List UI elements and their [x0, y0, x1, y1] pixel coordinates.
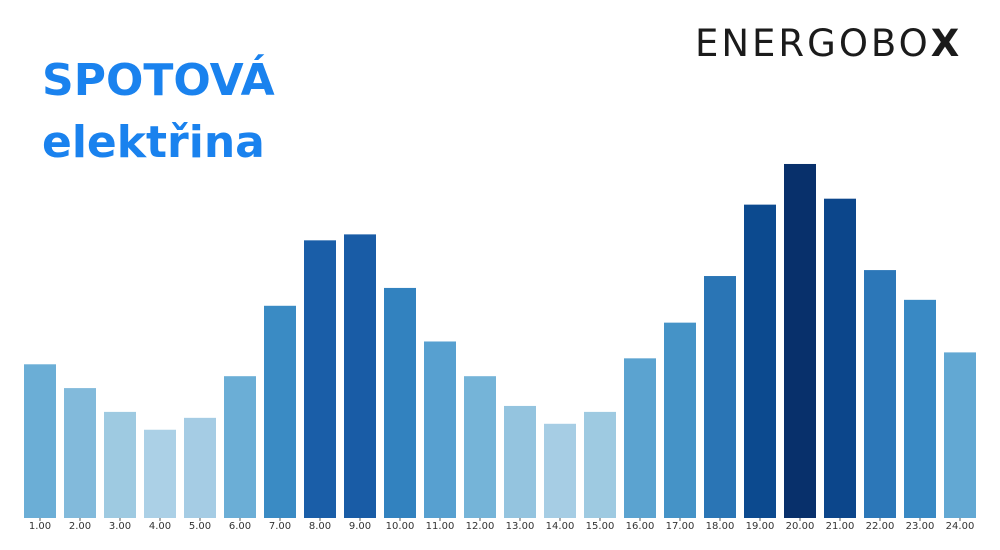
bar-16.00	[624, 358, 656, 518]
x-tick-label-3.00: 3.00	[109, 521, 131, 532]
bar-21.00	[824, 198, 856, 518]
bar-17.00	[664, 322, 696, 518]
x-tick-label-2.00: 2.00	[69, 521, 91, 532]
x-tick-label-18.00: 18.00	[706, 521, 735, 532]
logo-x: X	[930, 22, 963, 65]
bar-22.00	[864, 270, 896, 518]
x-tick-label-6.00: 6.00	[229, 521, 251, 532]
bar-24.00	[944, 352, 976, 518]
x-tick-label-15.00: 15.00	[586, 521, 615, 532]
bar-2.00	[64, 388, 96, 518]
bar-23.00	[904, 299, 936, 518]
bar-11.00	[424, 341, 456, 518]
bar-20.00	[784, 163, 816, 518]
x-tick-label-14.00: 14.00	[546, 521, 575, 532]
x-tick-label-7.00: 7.00	[269, 521, 291, 532]
bar-1.00	[24, 364, 56, 518]
x-tick-label-9.00: 9.00	[349, 521, 371, 532]
x-tick-label-19.00: 19.00	[746, 521, 775, 532]
logo-text: ENERGOBO	[695, 22, 931, 65]
bar-7.00	[264, 305, 296, 518]
x-tick-label-10.00: 10.00	[386, 521, 415, 532]
x-tick-label-13.00: 13.00	[506, 521, 535, 532]
bar-8.00	[304, 240, 336, 519]
x-tick-label-5.00: 5.00	[189, 521, 211, 532]
bar-4.00	[144, 429, 176, 518]
bar-6.00	[224, 376, 256, 518]
x-tick-label-11.00: 11.00	[426, 521, 455, 532]
x-tick-label-24.00: 24.00	[946, 521, 975, 532]
x-tick-label-17.00: 17.00	[666, 521, 695, 532]
bar-14.00	[544, 423, 576, 518]
x-tick-label-12.00: 12.00	[466, 521, 495, 532]
bar-15.00	[584, 411, 616, 518]
bar-9.00	[344, 234, 376, 518]
x-tick-label-8.00: 8.00	[309, 521, 331, 532]
x-tick-label-16.00: 16.00	[626, 521, 655, 532]
title-line-2: elektřina	[42, 117, 265, 168]
x-tick-label-23.00: 23.00	[906, 521, 935, 532]
x-tick-label-1.00: 1.00	[29, 521, 51, 532]
x-tick-label-4.00: 4.00	[149, 521, 171, 532]
x-tick-label-20.00: 20.00	[786, 521, 815, 532]
page-title: SPOTOVÁ elektřina	[42, 50, 275, 174]
x-tick-label-22.00: 22.00	[866, 521, 895, 532]
bar-19.00	[744, 204, 776, 518]
title-line-1: SPOTOVÁ	[42, 55, 275, 106]
bar-12.00	[464, 376, 496, 518]
energobox-logo: ENERGOBOX	[695, 22, 962, 65]
bar-18.00	[704, 276, 736, 518]
bar-10.00	[384, 287, 416, 518]
bar-5.00	[184, 417, 216, 518]
bar-3.00	[104, 411, 136, 518]
bar-13.00	[504, 405, 536, 518]
x-tick-label-21.00: 21.00	[826, 521, 855, 532]
